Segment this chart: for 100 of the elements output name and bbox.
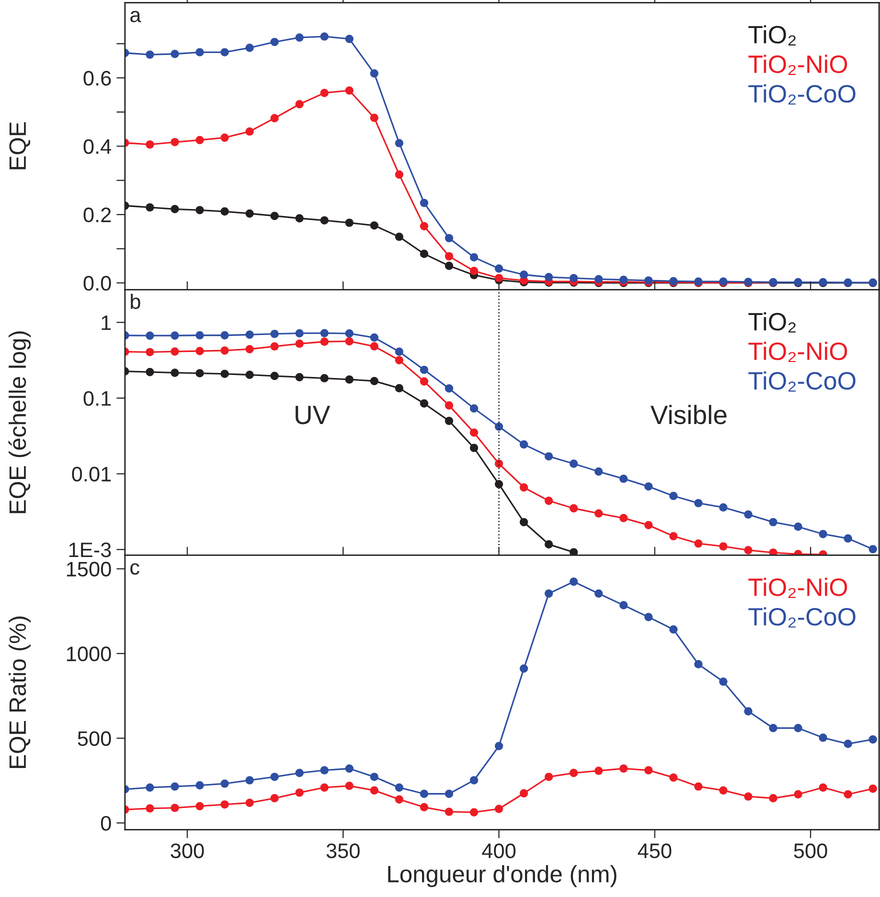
- point: [520, 789, 528, 798]
- point: [270, 772, 279, 782]
- point: [196, 369, 204, 378]
- y-tick-label: 1E-3: [69, 542, 111, 558]
- point: [570, 578, 578, 586]
- point: [170, 804, 179, 812]
- point: [844, 740, 852, 748]
- point: [320, 216, 329, 225]
- point: [196, 802, 204, 810]
- point: [220, 346, 229, 355]
- point: [470, 444, 478, 452]
- point: [619, 474, 628, 483]
- point: [146, 331, 154, 340]
- point: [220, 800, 229, 809]
- point: [768, 724, 778, 732]
- point: [694, 660, 703, 668]
- point: [719, 677, 728, 686]
- point: [196, 206, 204, 214]
- point: [320, 32, 329, 41]
- y-tick-label: 1500: [67, 562, 111, 577]
- point: [295, 373, 304, 382]
- point: [719, 542, 728, 551]
- point: [768, 548, 778, 556]
- point: [768, 518, 778, 526]
- point: [220, 779, 229, 788]
- x-tick-label: 350: [326, 843, 360, 858]
- point: [320, 338, 329, 346]
- point: [794, 790, 802, 798]
- y-axis-title: EQE: [9, 122, 30, 170]
- point: [420, 399, 428, 408]
- point: [345, 375, 354, 384]
- annotation: c: [130, 563, 140, 575]
- point: [395, 232, 404, 241]
- point: [270, 38, 279, 46]
- y-axis-title: EQE (échelle log): [8, 331, 31, 514]
- text: TiO₂-CoO: [748, 607, 856, 628]
- point: [370, 69, 378, 78]
- point: [245, 370, 254, 379]
- point: [345, 764, 354, 773]
- point: [594, 274, 603, 284]
- point: [320, 374, 329, 382]
- y-tick-label: 0: [100, 816, 111, 831]
- point: [619, 276, 628, 284]
- point: [146, 368, 154, 376]
- y-tick-label: 500: [78, 731, 111, 746]
- y-axis-title: EQE Ratio (%): [8, 616, 31, 768]
- point: [744, 707, 752, 716]
- point: [395, 170, 404, 179]
- point: [619, 601, 628, 610]
- point: [444, 234, 454, 242]
- point: [220, 207, 229, 216]
- point: [270, 212, 279, 220]
- y-tick-label: 1000: [67, 646, 111, 662]
- point: [245, 44, 254, 52]
- point: [270, 114, 279, 122]
- point: [295, 788, 304, 797]
- point: [395, 348, 404, 356]
- point: [146, 804, 154, 813]
- point: [520, 440, 528, 449]
- point: [444, 252, 454, 260]
- point: [669, 625, 678, 634]
- x-tick-label: 300: [170, 843, 204, 858]
- point: [370, 786, 378, 795]
- point: [570, 768, 578, 778]
- point: [444, 808, 454, 816]
- point: [220, 134, 229, 142]
- text: TiO₂-NiO: [748, 54, 848, 75]
- annotation: UV: [296, 406, 330, 424]
- point: [245, 330, 254, 339]
- annotation: a: [130, 10, 142, 22]
- point: [320, 783, 329, 792]
- x-axis-title: Longueur d'onde (nm): [388, 865, 616, 888]
- point: [220, 331, 229, 340]
- point: [768, 794, 778, 802]
- point: [196, 136, 204, 144]
- point: [594, 467, 603, 476]
- point: [420, 222, 428, 230]
- point: [544, 272, 553, 282]
- y-tick-label: 0.01: [72, 466, 111, 482]
- point: [420, 250, 428, 258]
- y-tick-label: 0.0: [84, 276, 111, 291]
- point: [196, 331, 204, 340]
- point: [494, 264, 504, 273]
- point: [818, 734, 828, 742]
- point: [395, 356, 404, 364]
- point: [494, 460, 504, 468]
- point: [520, 518, 528, 526]
- point: [694, 782, 703, 791]
- point: [295, 100, 304, 108]
- point: [170, 331, 179, 340]
- point: [494, 422, 504, 431]
- point: [494, 480, 504, 488]
- point: [170, 347, 179, 356]
- point: [395, 138, 404, 148]
- point: [619, 514, 628, 522]
- point: [270, 794, 279, 802]
- point: [544, 452, 553, 461]
- point: [544, 496, 553, 505]
- point: [744, 510, 752, 519]
- point: [744, 792, 752, 801]
